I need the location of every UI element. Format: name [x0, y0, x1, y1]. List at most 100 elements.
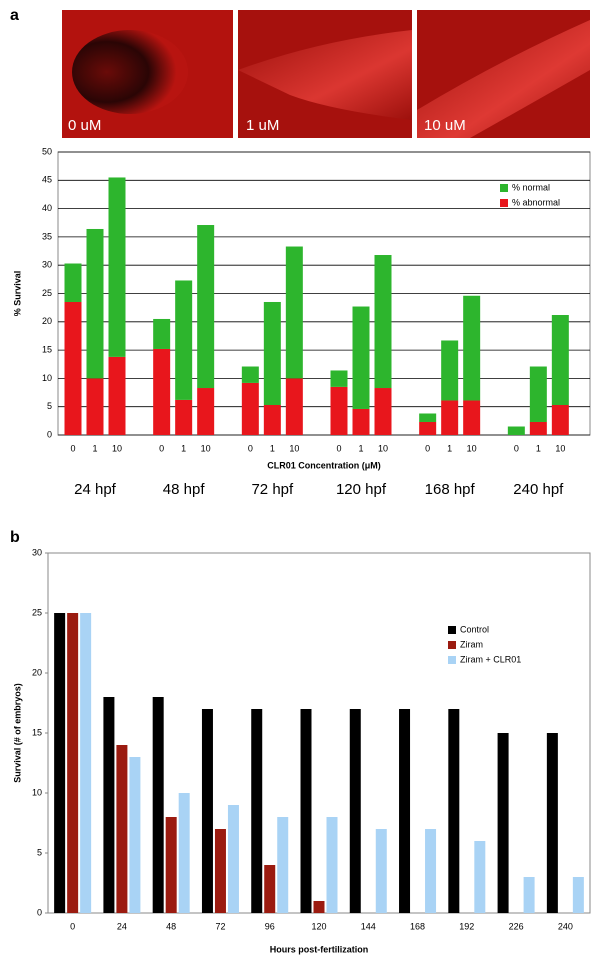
image-label: 1 uM [246, 117, 279, 134]
bar-segment [463, 295, 481, 401]
bar-segment [551, 315, 569, 406]
bar-segment [64, 263, 82, 302]
x-tick-label: 24 [117, 921, 127, 931]
y-tick-label: 25 [32, 607, 42, 617]
bar [448, 709, 460, 913]
bar [474, 841, 486, 913]
x-tick-label: 48 [166, 921, 176, 931]
bar-segment [352, 306, 370, 409]
bar [152, 697, 164, 913]
y-tick-label: 30 [42, 260, 52, 270]
x-tick-label: 1 [92, 443, 97, 453]
bar-segment [352, 408, 370, 435]
bar [497, 733, 509, 913]
bar-segment [529, 366, 547, 422]
bar [300, 709, 312, 913]
y-tick-label: 0 [37, 907, 42, 917]
bar [165, 817, 177, 913]
bar [129, 757, 141, 913]
bar [375, 829, 387, 913]
legend-label: % abnormal [512, 197, 560, 207]
legend-swatch [500, 199, 508, 207]
bar [201, 709, 213, 913]
bar-segment [419, 421, 437, 435]
y-tick-label: 45 [42, 175, 52, 185]
y-tick-label: 15 [42, 344, 52, 354]
bar-segment [241, 366, 259, 383]
bar-segment [374, 388, 392, 435]
y-tick-label: 10 [42, 373, 52, 383]
y-axis-title: % Survival [12, 271, 22, 317]
bar-segment [86, 228, 104, 379]
y-tick-label: 20 [42, 316, 52, 326]
legend-swatch [500, 184, 508, 192]
bar-segment [374, 255, 392, 389]
bar-segment [285, 246, 303, 379]
panel-label: b [10, 529, 20, 546]
x-tick-label: 168 [410, 921, 425, 931]
bar-segment [263, 301, 281, 406]
x-tick-label: 10 [289, 443, 299, 453]
y-tick-label: 35 [42, 231, 52, 241]
bar-segment [175, 399, 193, 435]
x-tick-label: 0 [70, 443, 75, 453]
bar [80, 613, 92, 913]
x-tick-label: 1 [181, 443, 186, 453]
x-tick-label: 1 [447, 443, 452, 453]
group-label: 168 hpf [425, 481, 476, 498]
bar-segment [241, 382, 259, 435]
y-tick-label: 5 [47, 401, 52, 411]
bar-segment [507, 426, 525, 435]
bar-segment [108, 177, 126, 357]
bar [399, 709, 411, 913]
bar-segment [64, 301, 82, 435]
x-tick-label: 240 [558, 921, 573, 931]
y-tick-label: 0 [47, 429, 52, 439]
legend-label: Ziram [460, 639, 483, 649]
bar-segment [108, 356, 126, 435]
x-tick-label: 10 [201, 443, 211, 453]
x-tick-label: 10 [378, 443, 388, 453]
x-tick-label: 1 [270, 443, 275, 453]
y-tick-label: 10 [32, 787, 42, 797]
bar [54, 613, 66, 913]
y-tick-label: 40 [42, 203, 52, 213]
bar [116, 745, 128, 913]
image-embryo [72, 30, 188, 114]
bar-segment [330, 386, 348, 435]
group-label: 24 hpf [74, 481, 117, 498]
legend-swatch [448, 626, 456, 634]
bar [178, 793, 190, 913]
bar-segment [419, 413, 437, 422]
panel-label: a [10, 7, 19, 24]
bar-segment [263, 405, 281, 435]
x-tick-label: 192 [459, 921, 474, 931]
group-label: 120 hpf [336, 481, 387, 498]
bar [313, 901, 325, 913]
y-tick-label: 15 [32, 727, 42, 737]
x-tick-label: 0 [514, 443, 519, 453]
x-tick-label: 10 [467, 443, 477, 453]
bar-segment [86, 378, 104, 435]
bar-segment [463, 400, 481, 435]
x-tick-label: 0 [425, 443, 430, 453]
bar-segment [551, 405, 569, 435]
y-tick-label: 5 [37, 847, 42, 857]
bar [67, 613, 79, 913]
bar [103, 697, 115, 913]
x-tick-label: 0 [336, 443, 341, 453]
y-tick-label: 25 [42, 288, 52, 298]
bar [326, 817, 338, 913]
bar-segment [197, 388, 215, 435]
legend-label: Control [460, 624, 489, 634]
group-label: 240 hpf [513, 481, 564, 498]
bar [214, 829, 226, 913]
image-label: 0 uM [68, 117, 101, 134]
legend-swatch [448, 656, 456, 664]
x-tick-label: 120 [311, 921, 326, 931]
x-tick-label: 96 [265, 921, 275, 931]
bar-segment [529, 421, 547, 435]
bar [277, 817, 289, 913]
bar-segment [175, 280, 193, 400]
bar [523, 877, 535, 913]
